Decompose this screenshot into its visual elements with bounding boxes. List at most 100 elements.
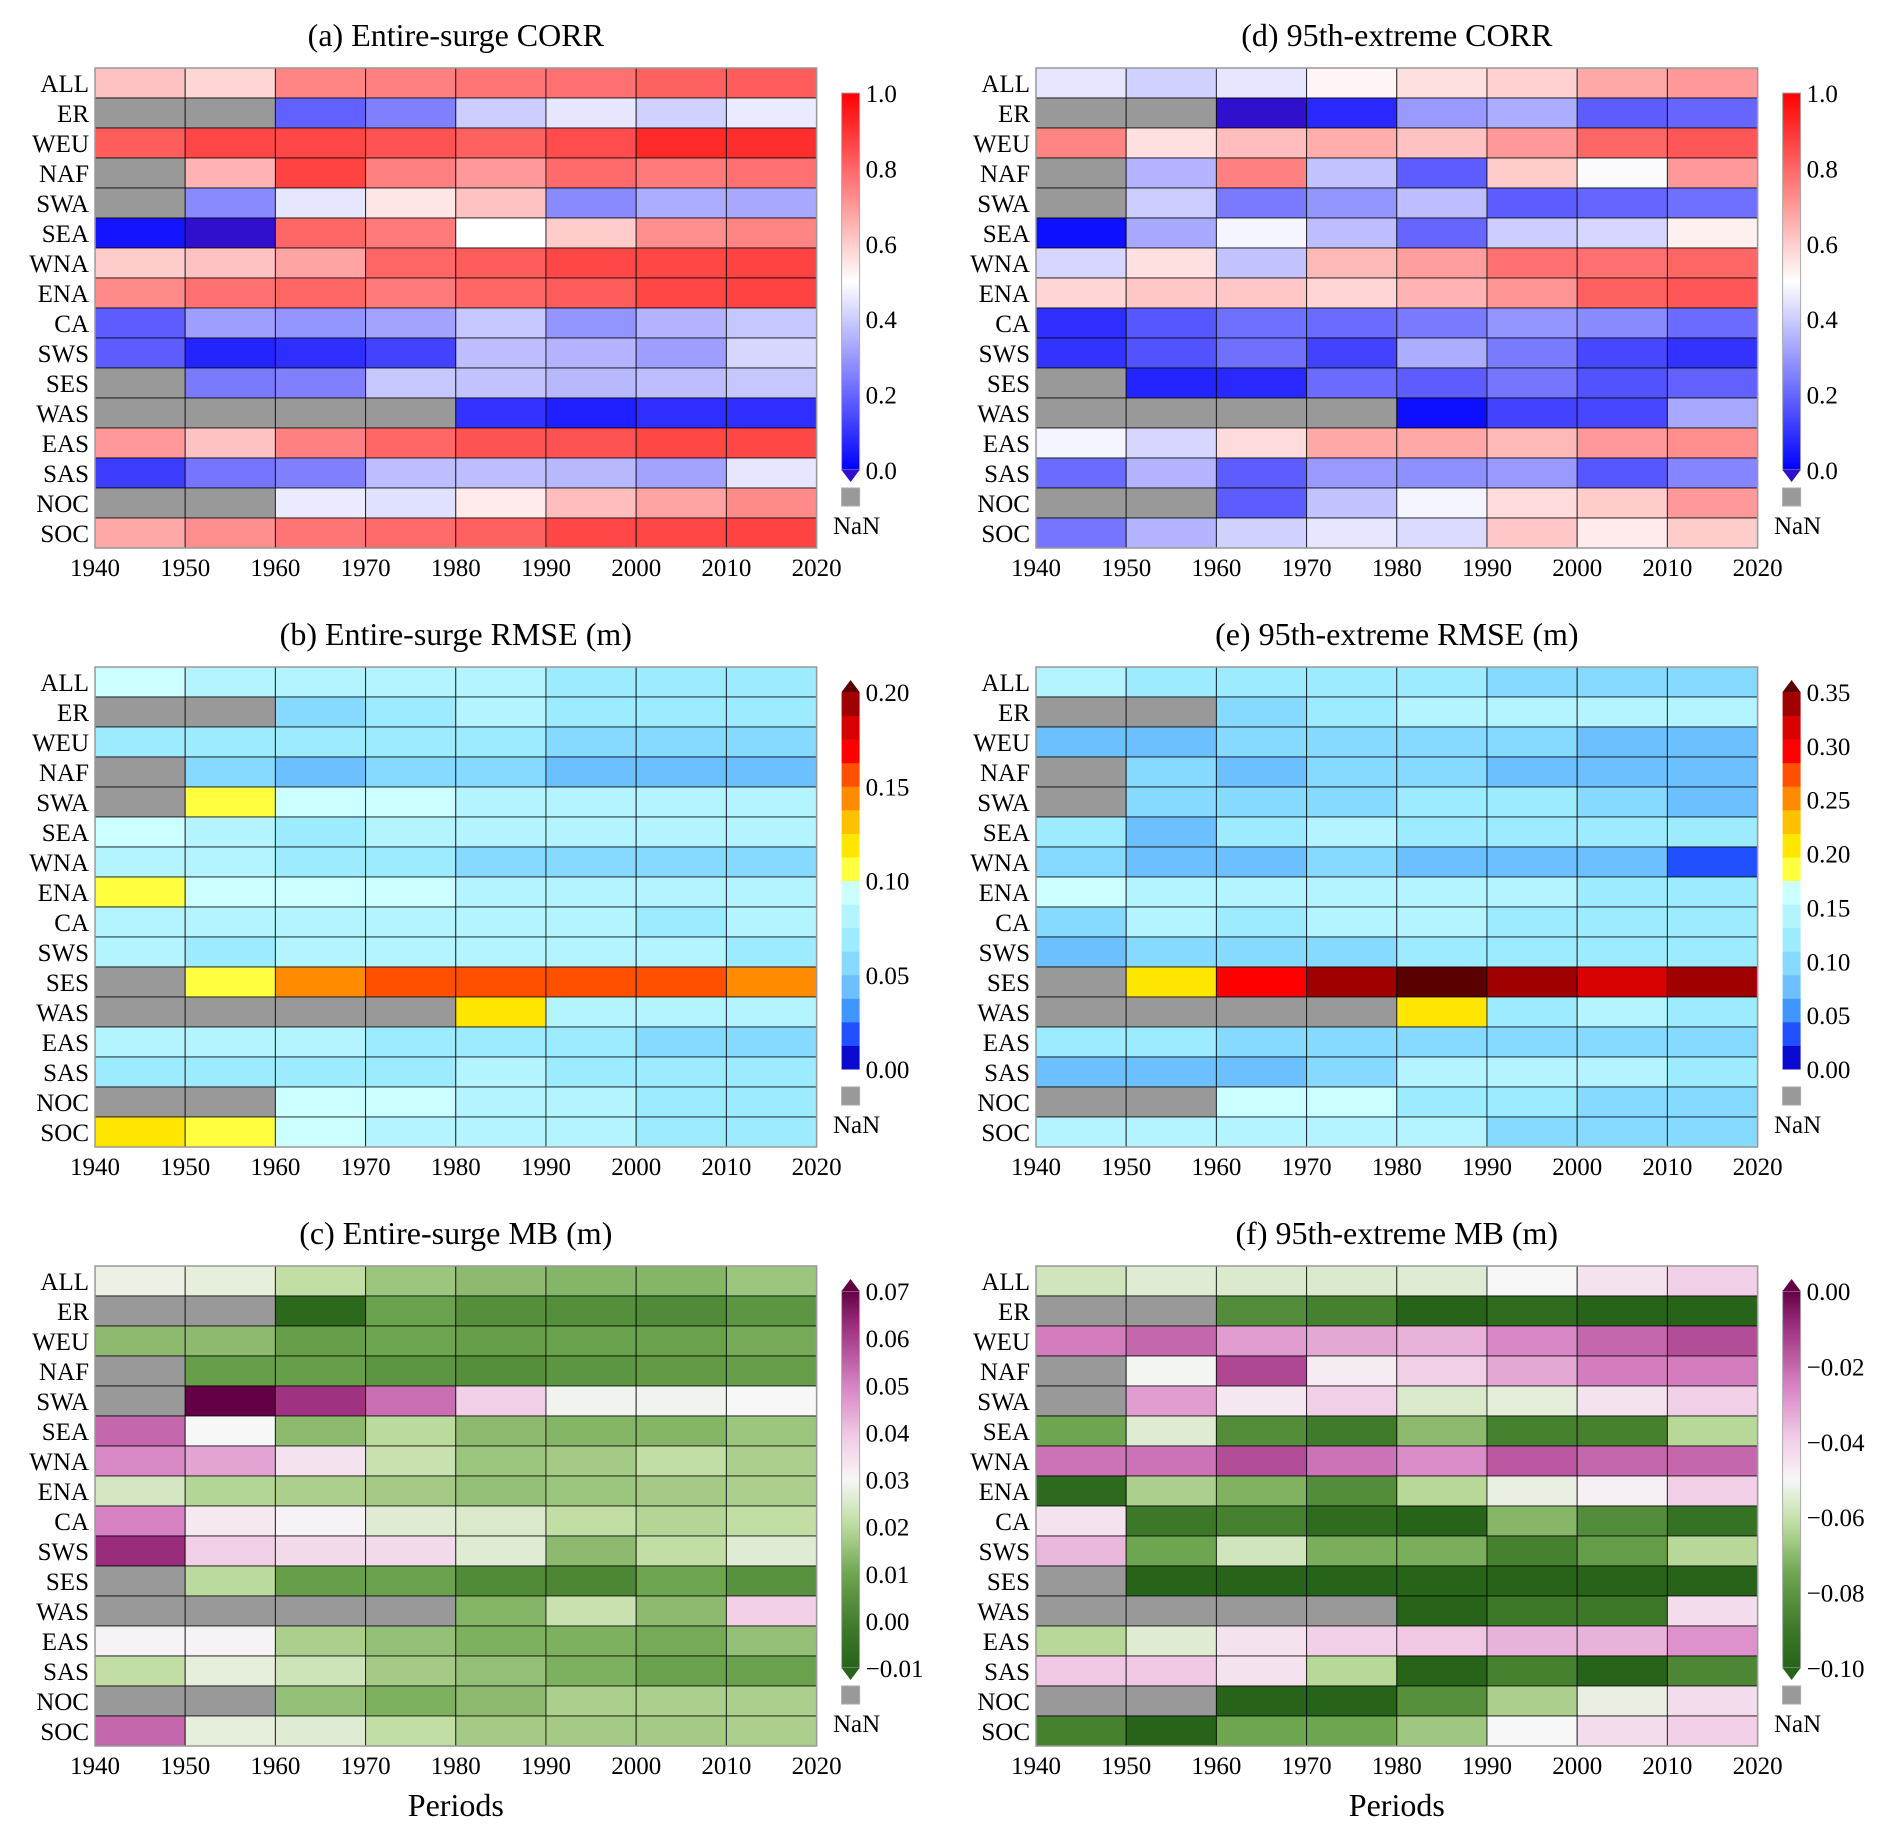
x-tick-label: 2000: [1552, 1154, 1602, 1181]
heatmap-cell: [1576, 816, 1668, 848]
row-label: CA: [995, 1509, 1030, 1536]
row-label: WAS: [36, 1599, 89, 1626]
heatmap-cell: [274, 1475, 367, 1507]
heatmap-cell: [94, 1655, 186, 1687]
heatmap-cell: [455, 996, 547, 1028]
heatmap-cell: [1125, 67, 1217, 99]
colorbar-level: [1782, 786, 1801, 811]
heatmap-cell-nan: [1125, 487, 1217, 519]
heatmap-cell: [725, 427, 818, 459]
heatmap-cell: [365, 726, 457, 758]
row-label: CA: [54, 1509, 89, 1536]
heatmap-cell: [184, 247, 276, 279]
x-tick-label: 1960: [250, 1753, 300, 1780]
row-label: WEU: [973, 1329, 1030, 1356]
heatmap-cell: [455, 756, 547, 788]
heatmap-cell: [1486, 846, 1578, 878]
heatmap-cell: [455, 247, 547, 279]
heatmap-cell: [184, 1445, 276, 1477]
heatmap-cell: [1125, 247, 1217, 279]
heatmap-cell: [545, 1415, 637, 1447]
heatmap-cell: [635, 1475, 727, 1507]
nan-legend-label: NaN: [833, 513, 880, 540]
heatmap-cell: [365, 1056, 457, 1088]
heatmap-cell: [1306, 1625, 1398, 1657]
heatmap-cell-nan: [94, 1355, 186, 1387]
heatmap-cell: [1215, 427, 1308, 459]
heatmap-cell: [1035, 127, 1127, 159]
heatmap-cell: [725, 1655, 818, 1687]
x-tick-label: 2020: [792, 1753, 842, 1780]
heatmap-cell: [1125, 1655, 1217, 1687]
row-label: SWS: [979, 341, 1030, 368]
heatmap-cell: [635, 816, 727, 848]
heatmap-cell: [545, 1026, 637, 1058]
row-label: SAS: [43, 461, 89, 488]
row-label: WAS: [36, 1000, 89, 1027]
heatmap-cell: [1306, 816, 1398, 848]
heatmap-cell-nan: [365, 1595, 457, 1627]
colorbar-level: [1782, 1045, 1801, 1070]
row-label: ALL: [40, 1269, 89, 1296]
colorbar-tick-label: −0.02: [1807, 1354, 1865, 1381]
heatmap-cell: [1125, 1565, 1217, 1597]
heatmap-cell: [1306, 1415, 1398, 1447]
heatmap-cell: [1125, 876, 1217, 908]
heatmap-cell: [455, 217, 547, 249]
row-label: SES: [46, 371, 89, 398]
heatmap-cell: [1306, 876, 1398, 908]
heatmap-cell: [1396, 786, 1488, 818]
heatmap-cell: [1215, 786, 1308, 818]
heatmap-cell: [725, 277, 818, 309]
heatmap-cell: [1666, 367, 1759, 399]
heatmap-cell: [274, 906, 367, 938]
heatmap-cell: [1035, 1415, 1127, 1447]
colorbar-tick-label: 0.00: [1807, 1057, 1851, 1084]
heatmap-cell: [274, 307, 367, 339]
colorbar-tick-label: 0.8: [1807, 156, 1838, 183]
row-label: ALL: [981, 71, 1030, 98]
heatmap-cell: [1666, 277, 1759, 309]
panel-title: (a) Entire-surge CORR: [308, 17, 605, 53]
colorbar-tick-label: 0.0: [1807, 458, 1838, 485]
heatmap-cell: [365, 517, 457, 549]
heatmap-cell: [1396, 1415, 1488, 1447]
colorbar-tick-label: 0.00: [866, 1609, 910, 1636]
heatmap-cell: [184, 846, 276, 878]
heatmap-cell: [1035, 1265, 1127, 1297]
heatmap-cell: [455, 1086, 547, 1118]
row-label: SES: [987, 970, 1030, 997]
nan-legend-label: NaN: [1774, 513, 1821, 540]
row-label: WNA: [29, 251, 89, 278]
heatmap-cell: [1125, 1325, 1217, 1357]
heatmap-cell: [1666, 1355, 1759, 1387]
heatmap-cell: [455, 157, 547, 189]
colorbar-tick-label: 0.04: [866, 1420, 910, 1447]
heatmap-cell: [635, 1685, 727, 1717]
heatmap-cell: [1396, 1056, 1488, 1088]
heatmap-cell: [1125, 786, 1217, 818]
heatmap-cell: [274, 1715, 367, 1747]
heatmap-cell: [455, 1565, 547, 1597]
heatmap-cell: [1396, 1086, 1488, 1118]
heatmap-cell: [1486, 1265, 1578, 1297]
colorbar-level: [1782, 880, 1801, 905]
row-label: ENA: [979, 281, 1030, 308]
heatmap-cell: [545, 97, 637, 129]
heatmap-cell: [1666, 726, 1759, 758]
row-label: SES: [46, 970, 89, 997]
row-label: SOC: [40, 521, 89, 548]
heatmap-cell: [1035, 1715, 1127, 1747]
heatmap-cell: [1666, 966, 1759, 998]
row-label: NAF: [39, 760, 89, 787]
x-tick-label: 1970: [1282, 1753, 1332, 1780]
row-label: CA: [995, 311, 1030, 338]
heatmap-cell: [1666, 1685, 1759, 1717]
heatmap-cell: [545, 457, 637, 489]
heatmap-cell: [635, 936, 727, 968]
heatmap-cell: [545, 846, 637, 878]
heatmap-cell: [1125, 217, 1217, 249]
heatmap-cell: [94, 1415, 186, 1447]
heatmap-cell: [1396, 427, 1488, 459]
